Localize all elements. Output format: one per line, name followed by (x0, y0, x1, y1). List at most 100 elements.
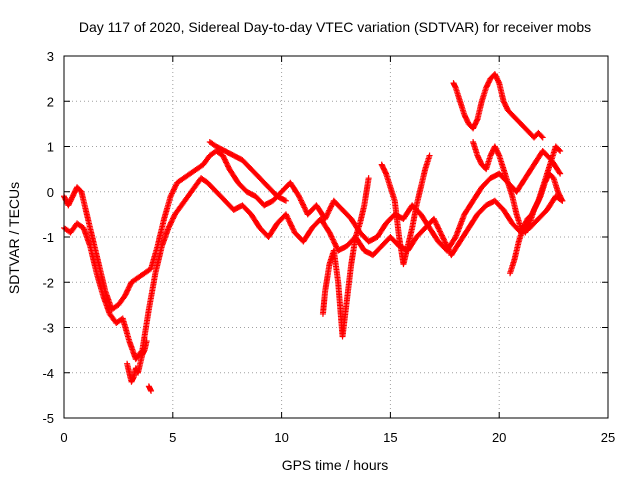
data-point-marker (239, 157, 254, 171)
data-point-marker (145, 271, 159, 313)
data-point-marker (74, 220, 86, 231)
data-point-marker (544, 194, 558, 213)
data-point-marker (496, 80, 507, 103)
series-track-j (145, 383, 155, 394)
data-point-marker (387, 184, 398, 203)
data-point-marker (108, 302, 121, 313)
x-tick-label: 0 (60, 430, 67, 445)
data-point-marker (282, 211, 297, 235)
grid-layer (64, 56, 608, 418)
x-axis-title: GPS time / hours (282, 457, 389, 473)
data-point-marker (409, 203, 420, 231)
data-point-marker (470, 117, 480, 132)
data-point-marker (491, 143, 502, 158)
data-point-marker (509, 193, 520, 216)
data-point-marker (422, 154, 433, 173)
y-tick-label: -2 (42, 275, 54, 290)
data-point-marker (134, 271, 147, 281)
y-tick-label: 3 (47, 49, 54, 64)
data-point-marker (430, 215, 445, 239)
data-point-marker (128, 275, 140, 286)
data-point-marker (204, 179, 219, 194)
data-point-marker (348, 235, 359, 268)
y-tick-label: -1 (42, 230, 54, 245)
data-point-marker (557, 148, 564, 155)
data-points (61, 71, 566, 394)
data-point-marker (520, 217, 530, 231)
series-track-i (507, 170, 566, 277)
data-point-marker (115, 294, 127, 308)
data-point-marker (513, 116, 523, 126)
data-point-marker (213, 143, 227, 154)
x-tick-label: 5 (169, 430, 176, 445)
data-point-marker (187, 167, 199, 177)
data-point-marker (330, 247, 341, 284)
data-point-marker (180, 171, 192, 182)
data-point-marker (374, 221, 389, 240)
x-tick-label: 10 (274, 430, 288, 445)
data-point-marker (261, 198, 275, 209)
data-point-marker (474, 152, 485, 167)
data-point-marker (535, 129, 545, 140)
data-point-marker (154, 217, 167, 250)
data-point-marker (219, 152, 232, 171)
data-point-marker (461, 111, 472, 126)
data-point-marker (322, 262, 333, 295)
x-tick-label: 15 (383, 430, 397, 445)
data-point-marker (452, 212, 467, 240)
x-tick-label: 25 (601, 430, 615, 445)
data-point-marker (317, 215, 332, 235)
data-point-marker (504, 107, 515, 117)
data-point-marker (413, 185, 424, 209)
data-point-marker (339, 206, 354, 221)
data-point-marker (113, 316, 125, 326)
data-point-marker (158, 226, 171, 250)
data-point-marker (213, 148, 225, 158)
data-point-marker (330, 197, 345, 212)
data-point-marker (552, 143, 563, 153)
data-point-marker (174, 176, 186, 186)
data-point-marker (198, 175, 210, 185)
data-point-marker (148, 244, 161, 272)
data-point-marker (365, 175, 372, 182)
data-point-marker (322, 199, 337, 222)
data-point-marker (65, 194, 76, 209)
data-point-marker (230, 152, 245, 163)
data-point-marker (296, 193, 311, 216)
data-point-marker (80, 224, 93, 248)
data-point-marker (478, 176, 493, 191)
data-point-marker (248, 211, 263, 230)
data-point-marker (417, 167, 428, 191)
series-track-e (319, 175, 372, 340)
data-point-marker (167, 181, 180, 200)
data-point-marker (535, 207, 549, 222)
series-track-c (124, 338, 150, 385)
data-point-marker (461, 199, 476, 218)
data-point-marker (457, 226, 471, 245)
data-point-marker (500, 206, 515, 226)
data-point-marker (491, 71, 502, 85)
y-tick-label: -4 (42, 366, 54, 381)
data-point-marker (413, 226, 428, 240)
data-point-marker (343, 262, 355, 304)
data-point-marker (339, 298, 350, 340)
data-point-marker (93, 270, 106, 298)
data-point-marker (178, 194, 191, 209)
data-point-marker (95, 261, 108, 293)
data-point-marker (465, 212, 480, 231)
data-point-marker (474, 203, 489, 218)
data-point-marker (491, 197, 506, 212)
data-point-marker (226, 166, 241, 185)
series-track-g (450, 71, 546, 141)
data-point-marker (119, 315, 132, 343)
data-point-marker (426, 224, 441, 244)
data-point-marker (356, 203, 367, 227)
data-point-marker (185, 185, 197, 200)
data-point-marker (559, 197, 566, 204)
data-point-marker (326, 229, 341, 253)
data-point-marker (148, 387, 155, 394)
data-point-marker (365, 234, 380, 245)
data-point-marker (206, 138, 219, 149)
data-point-marker (546, 170, 556, 181)
